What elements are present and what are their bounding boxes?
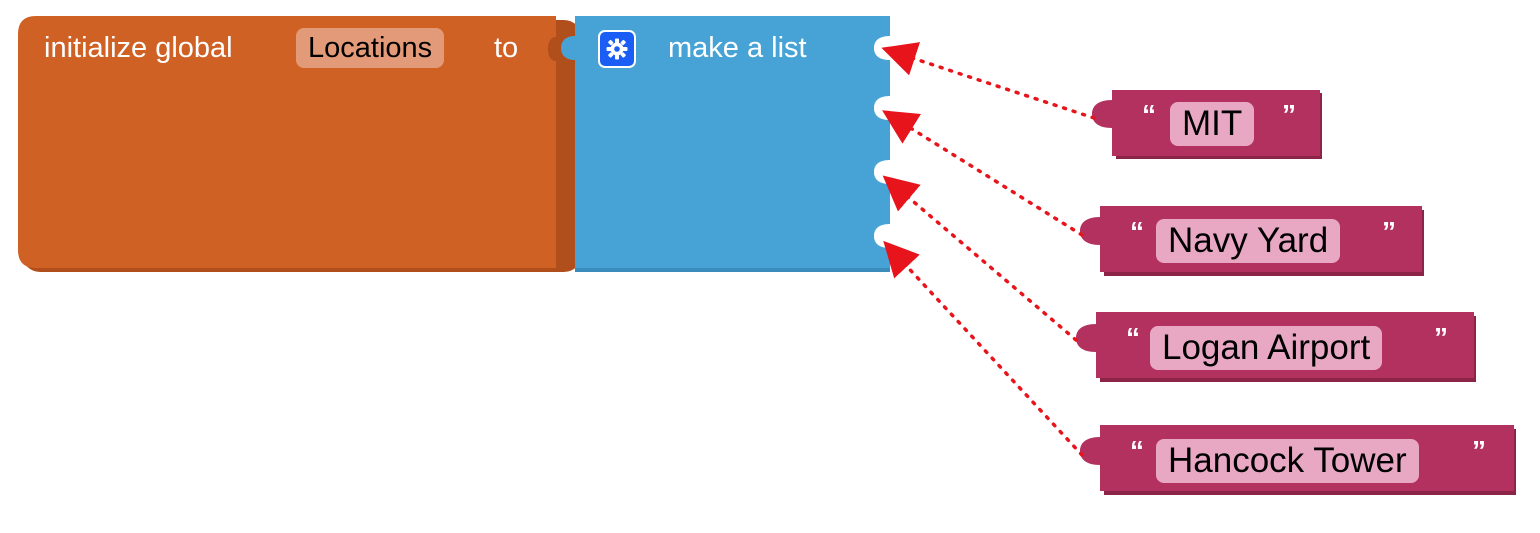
variable-name-field[interactable]: Locations — [296, 28, 445, 68]
open-quote-1: “ — [1142, 99, 1156, 130]
list-block-bottom-edge — [575, 268, 890, 272]
arrow-logan-airport-to-socket-3 — [882, 175, 1078, 342]
init-prefix-label: initialize global — [44, 32, 233, 64]
open-quote-2: “ — [1130, 216, 1144, 247]
close-quote-1: ” — [1282, 99, 1296, 130]
string-field-logan-airport[interactable]: Logan Airport — [1150, 326, 1383, 370]
init-suffix-label: to — [494, 32, 519, 64]
string-field-hancock-tower[interactable]: Hancock Tower — [1156, 439, 1419, 483]
arrow-hancock-tower-to-socket-4 — [883, 240, 1084, 457]
make-a-list-label: make a list — [668, 32, 807, 64]
string-field-navy-yard[interactable]: Navy Yard — [1156, 219, 1341, 263]
make-a-list-block[interactable] — [575, 16, 890, 268]
open-quote-3: “ — [1126, 322, 1140, 353]
close-quote-3: ” — [1434, 322, 1448, 353]
list-output-tab — [561, 36, 575, 60]
close-quote-4: ” — [1472, 435, 1486, 466]
initialize-global-block[interactable] — [18, 16, 556, 268]
gear-icon[interactable] — [598, 30, 636, 68]
arrow-mit-to-socket-1 — [881, 42, 1096, 120]
open-quote-4: “ — [1130, 435, 1144, 466]
arrow-navy-yard-to-socket-2 — [882, 110, 1084, 237]
string-field-mit[interactable]: MIT — [1170, 102, 1255, 146]
close-quote-2: ” — [1382, 216, 1396, 247]
